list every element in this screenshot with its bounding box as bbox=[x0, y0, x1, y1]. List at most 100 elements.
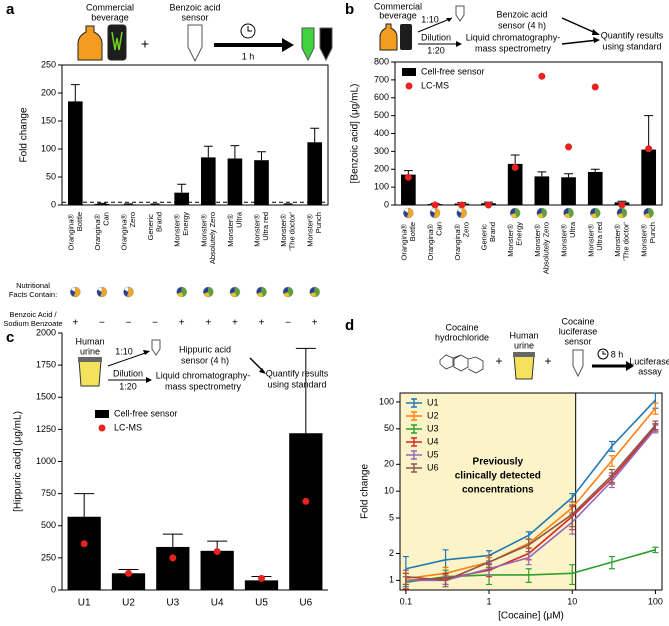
y-tick-label: 1750 bbox=[36, 360, 56, 370]
x-tick-label: Monster® Ultra bbox=[226, 211, 244, 247]
error-bar bbox=[442, 574, 449, 588]
x-tick-label: Orangina® Zero bbox=[453, 222, 471, 260]
nutrition-icon bbox=[643, 207, 649, 215]
arrow-head bbox=[146, 377, 152, 383]
plot-frame bbox=[61, 64, 329, 206]
schematic-text: sensor (4 h) bbox=[498, 20, 546, 30]
arrow-head bbox=[259, 368, 266, 374]
contains-mark: − bbox=[99, 318, 105, 329]
nutrition-icon bbox=[99, 286, 108, 298]
annotation: Previously bbox=[473, 457, 524, 468]
contains-mark: − bbox=[152, 318, 158, 329]
y-axis-label: [Benzoic acid] (μg/mL) bbox=[350, 84, 361, 184]
contains-mark: − bbox=[126, 318, 132, 329]
lcms-point bbox=[618, 201, 626, 209]
nutrition-icon bbox=[536, 207, 543, 215]
schematic-text: Quantify results bbox=[601, 30, 664, 40]
arrow-head bbox=[446, 18, 452, 22]
error-bar bbox=[257, 151, 266, 161]
can-icon bbox=[400, 24, 412, 50]
error-bar bbox=[402, 569, 409, 586]
x-tick-label: Monster® Absolutely Zero bbox=[199, 212, 217, 264]
error-bar bbox=[608, 468, 615, 484]
bar bbox=[94, 203, 110, 205]
schematic-text: Benzoic acid bbox=[496, 9, 547, 19]
x-tick-label: Monster® Ultra bbox=[560, 221, 578, 257]
legend-label: Cell-free sensor bbox=[114, 408, 178, 418]
y-tick-label: 20 bbox=[384, 459, 394, 469]
error-bar bbox=[569, 564, 576, 586]
nutrition-icon bbox=[123, 286, 129, 293]
y-tick-label: 1 bbox=[389, 575, 394, 585]
schematic-text: 1:10 bbox=[115, 346, 133, 356]
legend-swatch bbox=[406, 411, 422, 421]
error-bar bbox=[608, 555, 615, 570]
schematic-text: Liquid chromatography- bbox=[156, 370, 251, 380]
bar bbox=[67, 101, 83, 205]
nutrition-icon bbox=[203, 286, 209, 294]
schematic-text: Quantify results bbox=[266, 368, 329, 378]
arrow bbox=[417, 17, 453, 33]
y-tick-label: 0 bbox=[51, 584, 56, 594]
can-logo bbox=[111, 31, 123, 51]
x-tick-label: Monster® Absolutely Zero bbox=[533, 222, 551, 274]
y-axis-label: Fold change bbox=[19, 107, 30, 162]
bar bbox=[289, 433, 323, 590]
nutrition-icon bbox=[282, 286, 289, 294]
lcms-point bbox=[565, 143, 573, 151]
schematic-text: urine bbox=[514, 340, 534, 350]
lcms-point bbox=[80, 540, 88, 548]
bar bbox=[507, 163, 523, 205]
y-tick-label: 700 bbox=[374, 74, 389, 84]
arrow-head bbox=[456, 41, 462, 47]
y-tick-label: 150 bbox=[41, 115, 56, 125]
schematic-text: Luciferase bbox=[629, 356, 669, 366]
cup-icon bbox=[78, 359, 102, 387]
legend-swatch bbox=[405, 82, 413, 90]
lcms-point bbox=[258, 574, 265, 582]
error-bar bbox=[97, 202, 107, 204]
arrow-head bbox=[626, 361, 634, 371]
error-bar bbox=[283, 203, 293, 205]
bottle-icon bbox=[77, 25, 103, 61]
legend-swatch bbox=[98, 424, 106, 432]
schematic-text: luciferase bbox=[559, 326, 598, 336]
x-tick-label: Generic Brand bbox=[479, 222, 497, 250]
schematic-text: sensor (4 h) bbox=[181, 355, 229, 365]
bar bbox=[67, 516, 101, 590]
error-bar bbox=[150, 203, 160, 205]
schematic-text: Cocaine bbox=[445, 322, 478, 332]
y-tick-label: 5 bbox=[389, 512, 394, 522]
bar bbox=[587, 171, 603, 205]
legend-label: U5 bbox=[427, 449, 439, 459]
bar bbox=[307, 142, 323, 205]
y-tick-label: 100 bbox=[374, 182, 389, 192]
nutrition-icon bbox=[509, 207, 516, 215]
lcms-point bbox=[538, 72, 546, 80]
bar bbox=[174, 192, 190, 205]
legend-label: U4 bbox=[427, 436, 439, 446]
nutrition-icon bbox=[309, 286, 315, 294]
annotation: concentrations bbox=[462, 485, 534, 496]
x-tick-label: Orangina® Bottle bbox=[66, 212, 84, 250]
contains-mark: + bbox=[72, 318, 78, 329]
panel-label: c bbox=[6, 329, 14, 346]
schematic-text: Dilution bbox=[421, 32, 451, 42]
x-tick-label: U2 bbox=[122, 598, 135, 609]
bar bbox=[121, 204, 136, 205]
schematic-text: mass spectrometry bbox=[475, 43, 552, 53]
error-bar bbox=[74, 493, 95, 517]
schematic-text: 1:20 bbox=[119, 381, 137, 391]
contains-mark: + bbox=[259, 318, 265, 329]
schematic-text: using standard bbox=[267, 379, 326, 389]
error-bar bbox=[177, 183, 187, 193]
annotation: clinically detected bbox=[455, 471, 541, 482]
clock-hands bbox=[602, 351, 606, 355]
bar bbox=[111, 573, 146, 590]
nutrition-icon bbox=[97, 286, 103, 293]
legend-swatch bbox=[406, 398, 422, 408]
arrow-head bbox=[282, 38, 294, 52]
error-bar bbox=[525, 538, 532, 553]
bar bbox=[401, 174, 416, 205]
molecule-icon bbox=[439, 354, 484, 374]
